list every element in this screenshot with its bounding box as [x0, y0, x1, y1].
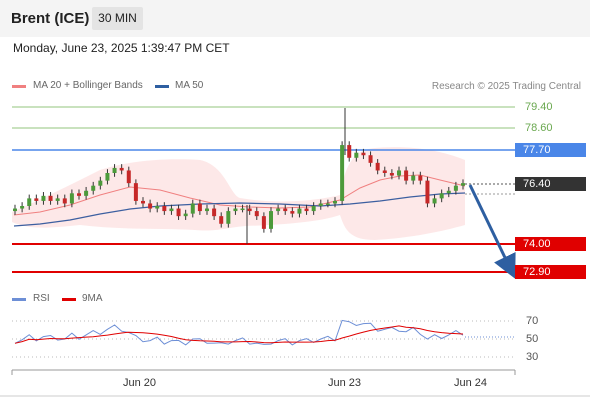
- candle-up: [27, 198, 32, 206]
- candle-up: [98, 180, 103, 186]
- candle-up: [169, 208, 174, 212]
- candle-up: [297, 208, 302, 214]
- candle-down: [197, 203, 202, 212]
- candle-up: [155, 206, 160, 209]
- candle-up: [340, 145, 345, 201]
- candle-down: [148, 203, 153, 209]
- candle-up: [411, 175, 416, 181]
- candle-down: [425, 180, 430, 204]
- candle-up: [55, 198, 60, 201]
- forecast-arrow: [468, 184, 516, 279]
- candle-down: [176, 208, 181, 217]
- candle-down: [133, 183, 138, 201]
- level-72-90-tag: 72.90: [515, 265, 586, 279]
- last-price-tag: 76.40: [515, 177, 586, 191]
- bollinger-legend-swatch: [12, 85, 26, 88]
- level-74-00-tag: 74.00: [515, 237, 586, 251]
- ma50-legend-label: MA 50: [175, 80, 204, 91]
- candle-down: [219, 216, 224, 224]
- rsi-ma-line: [14, 325, 464, 344]
- candle-up: [105, 173, 110, 181]
- candle-up: [432, 198, 437, 204]
- candle-down: [261, 216, 266, 229]
- candle-up: [269, 211, 273, 229]
- ma20-line: [13, 174, 466, 216]
- research-credit: Research © 2025 Trading Central: [431, 81, 581, 92]
- candle-up: [183, 213, 188, 217]
- candle-up: [69, 193, 74, 204]
- candle-up: [233, 208, 238, 212]
- candle-down: [212, 208, 217, 217]
- candle-down: [404, 170, 409, 181]
- candle-up: [325, 203, 330, 205]
- candle-up: [20, 206, 25, 209]
- candle-down: [119, 167, 124, 171]
- candle-down: [347, 145, 352, 158]
- rsi-level-70-label: 70: [526, 315, 539, 327]
- candle-down: [368, 155, 373, 163]
- candle-down: [77, 193, 81, 196]
- candle-down: [389, 173, 394, 176]
- candle-up: [41, 195, 46, 201]
- candle-up: [13, 208, 17, 212]
- rsi-ma-legend-label: 9MA: [82, 293, 103, 304]
- level-77-70-tag: 77.70: [515, 143, 586, 157]
- candle-up: [84, 190, 89, 196]
- candle-down: [162, 206, 167, 212]
- candle-down: [375, 162, 380, 171]
- candle-up: [439, 193, 444, 199]
- candle-up: [240, 208, 245, 211]
- candle-down: [48, 195, 53, 201]
- candle-up: [333, 200, 337, 204]
- rsi-ma-legend-swatch: [62, 298, 76, 301]
- candle-down: [418, 175, 423, 181]
- ma50-line: [13, 192, 466, 227]
- bollinger-legend-label: MA 20 + Bollinger Bands: [33, 80, 143, 91]
- candle-up: [311, 206, 316, 212]
- candle-up: [205, 208, 209, 212]
- candlestick-series: [13, 108, 465, 244]
- candle-up: [397, 170, 401, 176]
- candle-up: [453, 185, 458, 191]
- candle-up: [461, 183, 465, 186]
- candle-up: [91, 185, 96, 191]
- candle-up: [354, 152, 359, 158]
- candle-down: [290, 211, 295, 214]
- candle-down: [34, 198, 39, 201]
- candle-down: [361, 152, 366, 156]
- candle-down: [126, 170, 131, 184]
- bollinger-band-area: [12, 147, 465, 240]
- ma50-legend-swatch: [155, 85, 169, 88]
- instrument-title: Brent (ICE): [11, 10, 90, 27]
- level-78-60-label: 78.60: [525, 122, 553, 134]
- candle-up: [226, 211, 231, 224]
- candle-down: [141, 200, 145, 204]
- candle-up: [446, 190, 451, 194]
- rsi-level-50-label: 50: [526, 333, 539, 345]
- candle-up: [318, 203, 323, 206]
- x-axis-label-jun23: Jun 23: [328, 377, 362, 389]
- candle-down: [254, 211, 259, 217]
- rsi-legend-label: RSI: [33, 293, 50, 304]
- level-79-40-label: 79.40: [525, 101, 553, 113]
- x-axis-label-jun20: Jun 20: [123, 377, 157, 389]
- candle-down: [247, 208, 252, 212]
- chart-datetime: Monday, June 23, 2025 1:39:47 PM CET: [13, 41, 230, 55]
- candle-down: [62, 198, 67, 204]
- candle-down: [304, 208, 309, 212]
- candle-down: [382, 170, 387, 173]
- candle-down: [283, 208, 288, 212]
- candle-up: [112, 167, 117, 173]
- rsi-line: [14, 319, 464, 346]
- timeframe-badge[interactable]: 30 MIN: [92, 7, 143, 30]
- candle-up: [190, 203, 195, 214]
- rsi-level-30-label: 30: [526, 351, 539, 363]
- chart-header: Brent (ICE) 30 MIN: [0, 0, 590, 37]
- x-axis-label-jun24: Jun 24: [454, 377, 488, 389]
- candle-up: [276, 208, 281, 212]
- rsi-legend-swatch: [12, 298, 26, 301]
